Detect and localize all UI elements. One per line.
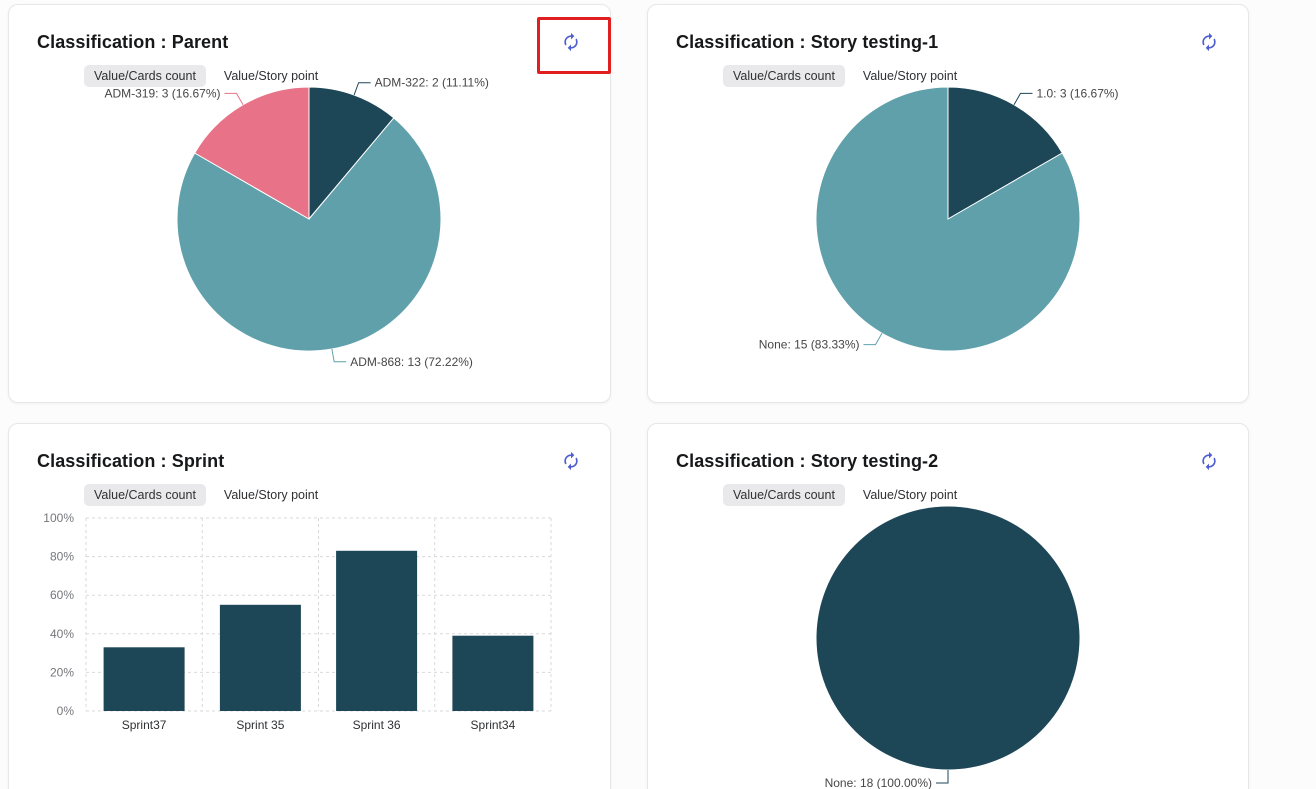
refresh-icon [564,451,578,471]
pie-label-leader-line [331,348,347,363]
refresh-icon [564,32,578,52]
tab-value-cards-count[interactable]: Value/Cards count [723,484,845,506]
pie-slice-ADM-319[interactable] [194,86,310,220]
y-axis-tick-label: 0% [57,704,75,718]
pie-slice-label: None: 15 (83.33%) [759,338,860,352]
pie-slice-label: 1.0: 3 (16.67%) [1037,86,1119,100]
refresh-button[interactable] [1198,450,1220,472]
pie-slice-label: ADM-319: 3 (16.67%) [104,86,220,100]
tab-value-story-point[interactable]: Value/Story point [853,65,967,87]
pie-slice-1.0[interactable] [947,86,1063,220]
chart-mode-tabs: Value/Cards count Value/Story point [723,65,967,87]
pie-label-leader-line [936,770,949,784]
bar-Sprint 36[interactable] [336,550,418,711]
bar-Sprint34[interactable] [452,635,534,711]
pie-label-leader-line [1013,92,1033,105]
tab-value-story-point[interactable]: Value/Story point [214,484,328,506]
chart-mode-tabs: Value/Cards count Value/Story point [84,484,328,506]
pie-slice-ADM-868[interactable] [176,117,442,352]
y-axis-tick-label: 40% [50,627,74,641]
x-axis-category-label: Sprint34 [471,718,516,732]
pie-slice-None[interactable] [815,86,1081,352]
y-axis-tick-label: 80% [50,550,74,564]
bar-Sprint37[interactable] [103,647,185,711]
card-title: Classification : Story testing-2 [676,451,939,471]
bar-chart-sprint: 0% 20% 40% 60% 80% 100% Sprint37 Sprint 35 Sprin… [43,511,552,732]
pie-slice-label: ADM-868: 13 (72.22%) [350,355,473,369]
card-title: Classification : Sprint [37,451,225,471]
card-title: Classification : Parent [37,32,229,52]
refresh-button[interactable] [560,450,582,472]
card-classification-parent: Classification : Parent Value/Cards coun… [8,4,611,403]
card-classification-story-testing-2: Classification : Story testing-2 Value/C… [647,423,1249,789]
chart-mode-tabs: Value/Cards count Value/Story point [84,65,328,87]
chart-mode-tabs: Value/Cards count Value/Story point [723,484,967,506]
tab-value-cards-count[interactable]: Value/Cards count [723,65,845,87]
tab-value-story-point[interactable]: Value/Story point [214,65,328,87]
pie-chart-story-testing-2: None: 18 (100.00%) [815,505,1081,789]
pie-label-leader-line [353,82,371,96]
pie-slice-ADM-322[interactable] [308,86,395,221]
pie-slice-label: ADM-322: 2 (11.11%) [375,76,489,90]
tab-value-story-point[interactable]: Value/Story point [853,484,967,506]
y-axis-tick-label: 20% [50,665,74,679]
x-axis-category-label: Sprint 36 [353,718,401,732]
x-axis-category-label: Sprint 35 [236,718,284,732]
card-classification-sprint: Classification : Sprint Value/Cards coun… [8,423,611,789]
tab-value-cards-count[interactable]: Value/Cards count [84,484,206,506]
y-axis-tick-label: 60% [50,588,74,602]
x-axis-category-label: Sprint37 [122,718,167,732]
card-classification-story-testing-1: Classification : Story testing-1 Value/C… [647,4,1249,403]
refresh-button[interactable] [1198,31,1220,53]
refresh-icon [1202,32,1216,52]
card-title: Classification : Story testing-1 [676,32,939,52]
refresh-icon [1202,451,1216,471]
bar-Sprint 35[interactable] [219,604,301,711]
pie-label-leader-line [224,92,244,105]
y-axis-tick-label: 100% [43,511,74,525]
refresh-button[interactable] [560,31,582,53]
pie-slice-label: None: 18 (100.00%) [825,776,932,789]
pie-label-leader-line [863,333,883,346]
tab-value-cards-count[interactable]: Value/Cards count [84,65,206,87]
pie-slice-None[interactable] [815,505,1081,771]
